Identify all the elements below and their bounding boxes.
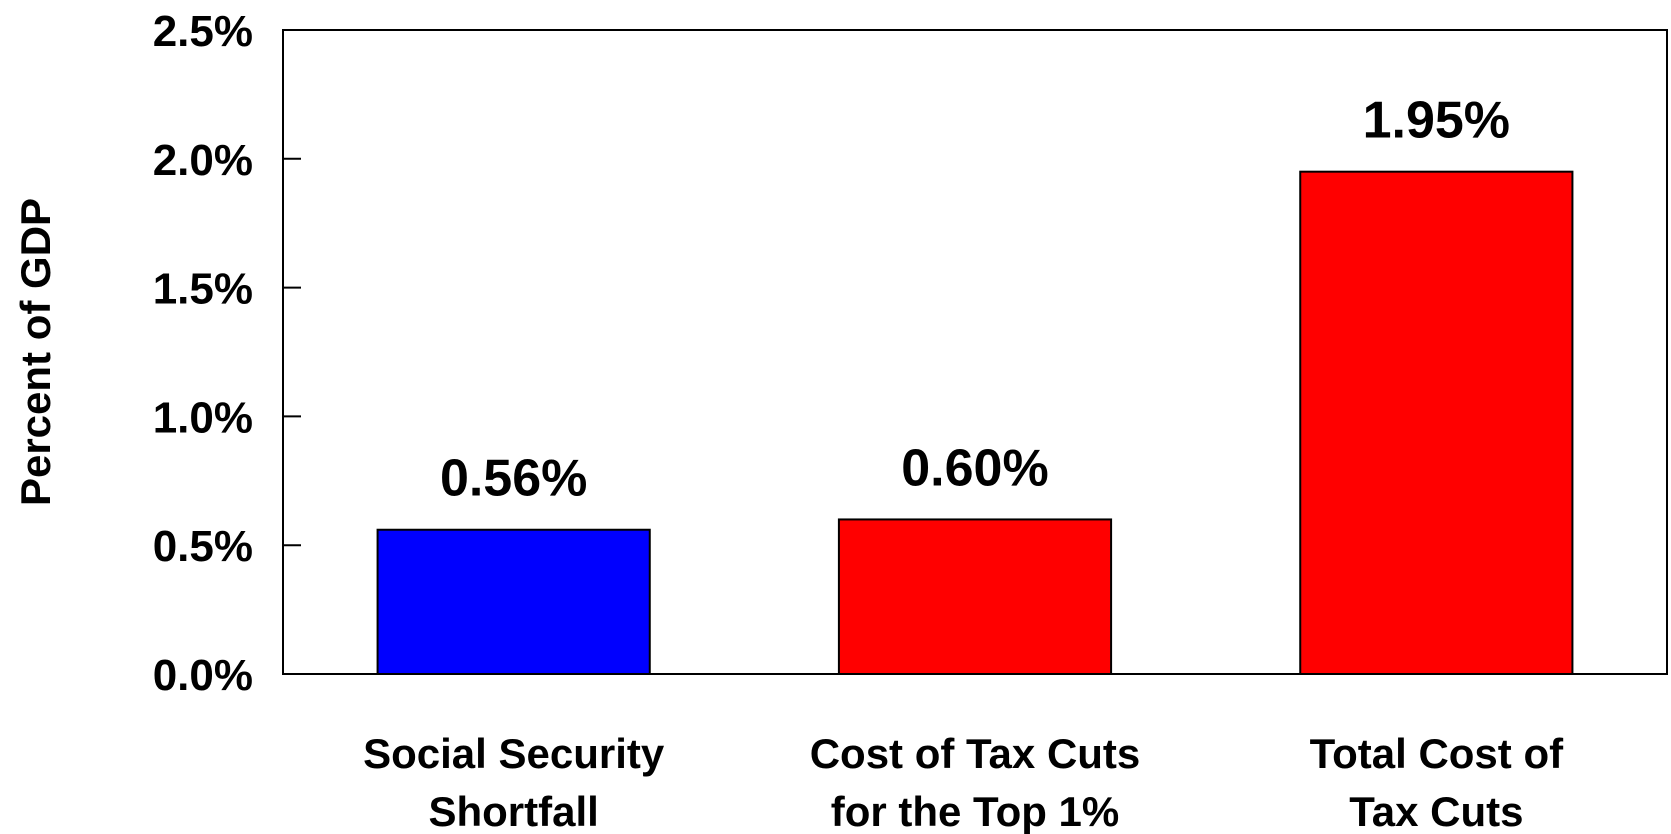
y-tick-label: 1.0% xyxy=(153,393,253,442)
bars xyxy=(376,170,1574,676)
x-tick-label: for the Top 1% xyxy=(831,788,1120,834)
y-tick-label: 0.5% xyxy=(153,522,253,571)
x-tick-label: Cost of Tax Cuts xyxy=(810,730,1141,777)
y-tick-label: 2.0% xyxy=(153,136,253,185)
x-tick-label: Total Cost of xyxy=(1310,730,1565,777)
data-label: 1.95% xyxy=(1363,92,1510,150)
bar xyxy=(1299,170,1574,675)
y-axis: 0.0% 0.5% 1.0% 1.5% 2.0% 2.5% xyxy=(153,7,301,700)
y-tick-label: 0.0% xyxy=(153,651,253,700)
bar xyxy=(837,518,1113,675)
y-tick-label: 2.5% xyxy=(153,7,253,56)
x-axis-category-labels: Social Security Shortfall Cost of Tax Cuts… xyxy=(363,730,1564,834)
data-labels: 0.56% 0.60% 1.95% xyxy=(440,92,1510,508)
y-tick-label: 1.5% xyxy=(153,265,253,314)
x-tick-label: Social Security xyxy=(363,730,665,777)
data-label: 0.60% xyxy=(901,439,1048,497)
x-tick-label: Tax Cuts xyxy=(1349,788,1523,834)
data-label: 0.56% xyxy=(440,450,587,508)
x-tick-label: Shortfall xyxy=(428,788,598,834)
y-axis-title: Percent of GDP xyxy=(12,198,59,506)
bar xyxy=(376,528,651,676)
